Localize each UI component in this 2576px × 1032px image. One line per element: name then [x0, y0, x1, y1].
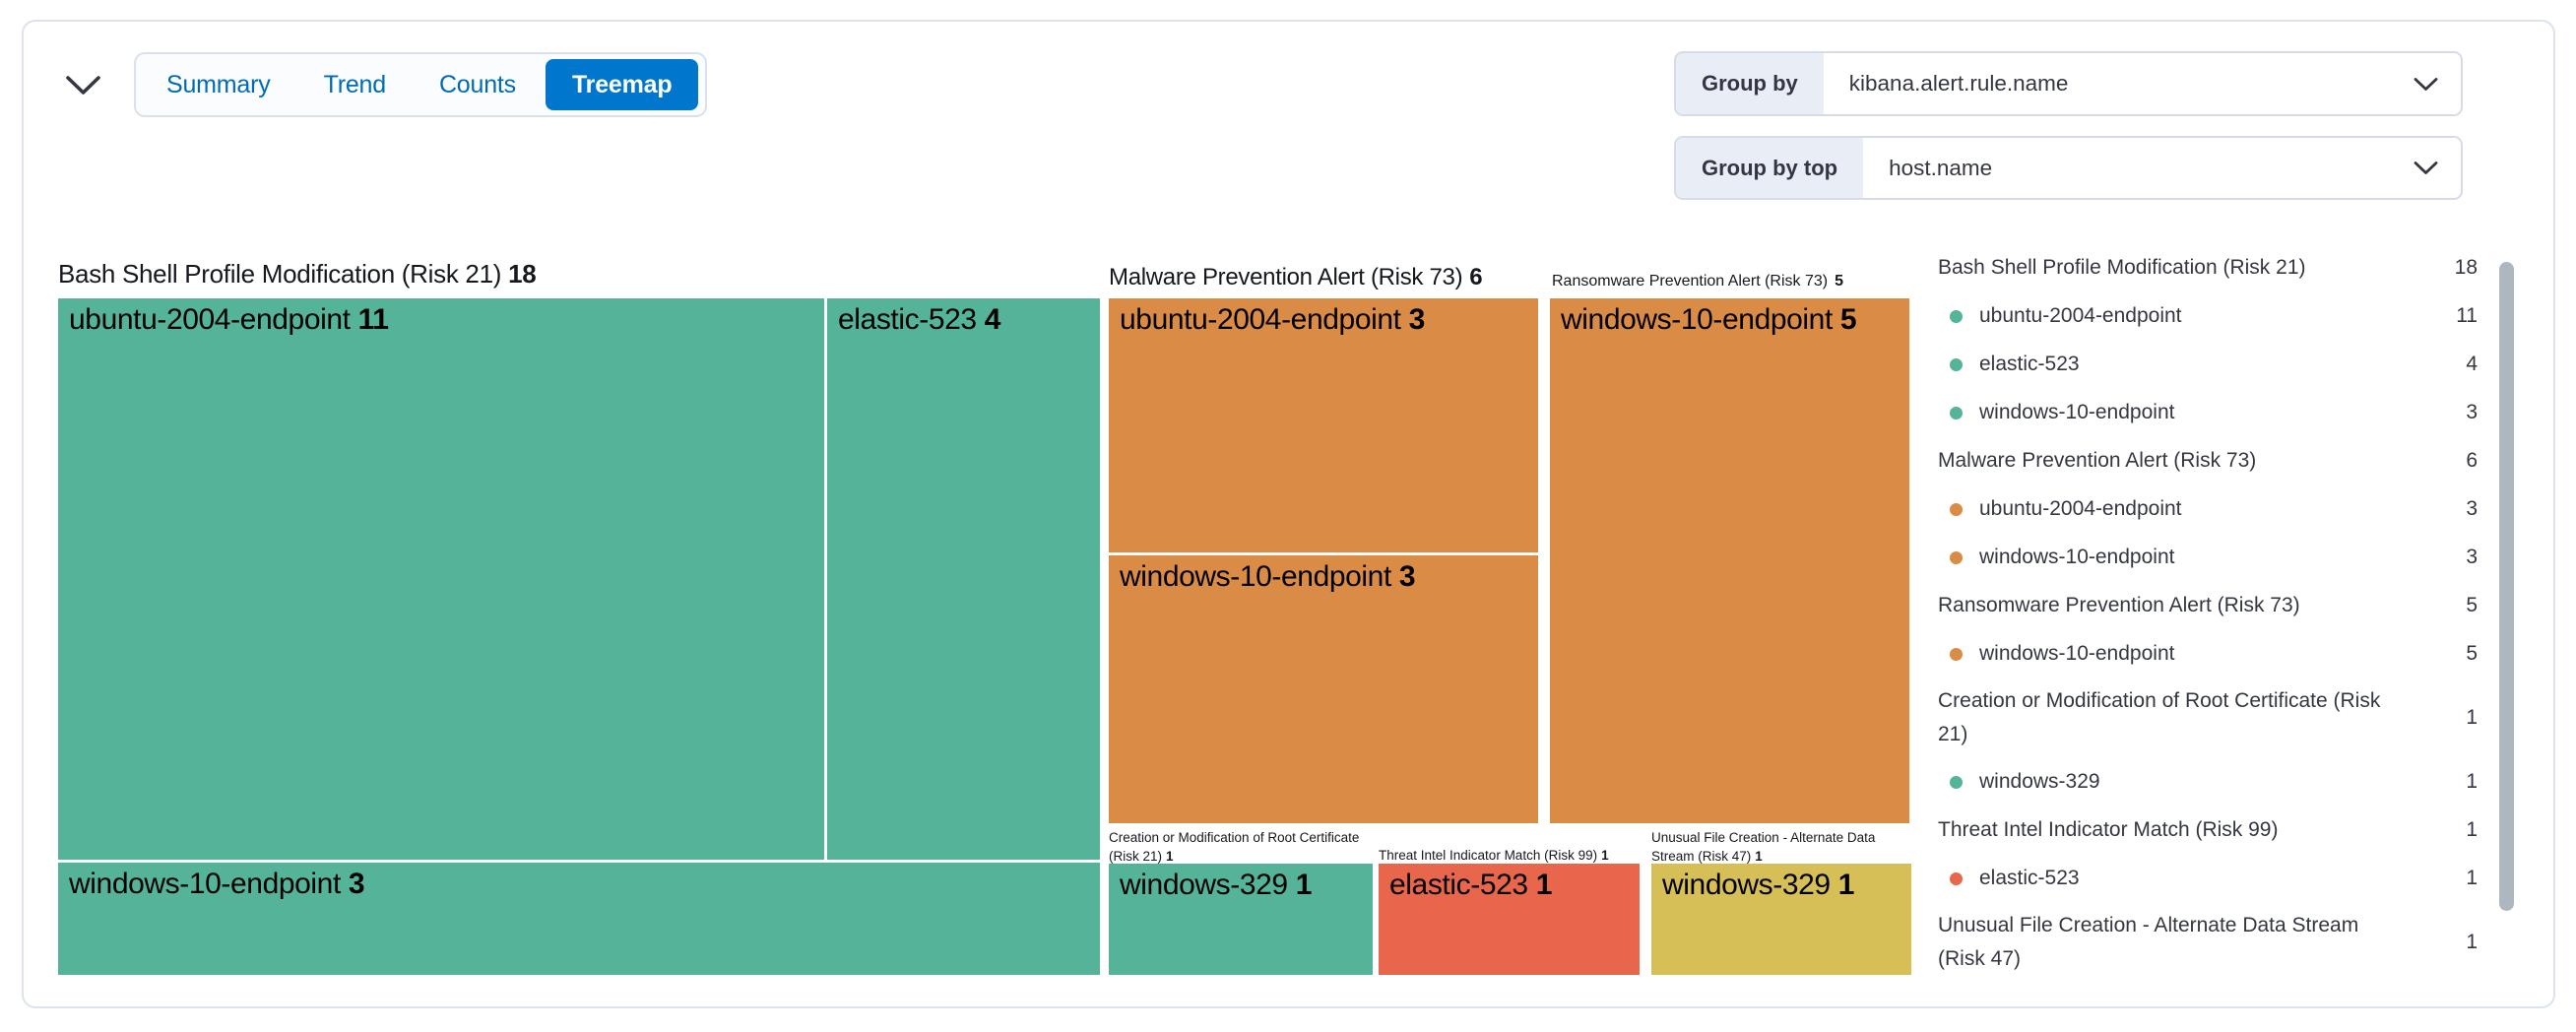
legend-item-row[interactable]: ubuntu-2004-endpoint 11 [1938, 298, 2478, 334]
treemap-node-malware-ubuntu[interactable]: ubuntu-2004-endpoint 3 [1109, 298, 1538, 552]
legend-item-row[interactable]: windows-329 1 [1938, 764, 2478, 800]
legend-group-row[interactable]: Threat Intel Indicator Match (Risk 99) 1 [1938, 818, 2478, 841]
treemap-node-unusualfile-windows329[interactable]: windows-329 1 [1651, 864, 1911, 975]
legend-dot [1950, 647, 1963, 661]
legend-group-row[interactable]: Malware Prevention Alert (Risk 73) 6 [1938, 449, 2478, 472]
group-by-select[interactable]: Group by kibana.alert.rule.name [1674, 51, 2463, 116]
treemap-section-header: Threat Intel Indicator Match (Risk 99) 1 [1379, 848, 1609, 863]
legend-group-row[interactable]: Unusual File Creation - Alternate Data S… [1938, 914, 2478, 970]
treemap-node-rootcert-windows329[interactable]: windows-329 1 [1109, 864, 1373, 975]
legend-item-row[interactable]: elastic-523 4 [1938, 347, 2478, 382]
legend-dot [1950, 357, 1963, 371]
group-by-top-label: Group by top [1676, 138, 1864, 198]
group-by-top-value: host.name [1889, 155, 1993, 180]
group-by-label: Group by [1676, 53, 1824, 114]
legend-group-row[interactable]: Ransomware Prevention Alert (Risk 73) 5 [1938, 594, 2478, 616]
chevron-down-icon [65, 74, 101, 97]
legend-group-row[interactable]: Bash Shell Profile Modification (Risk 21… [1938, 256, 2478, 279]
treemap-node-threatintel-elastic[interactable]: elastic-523 1 [1379, 864, 1640, 975]
legend-item-row[interactable]: elastic-523 1 [1938, 861, 2478, 896]
collapse-panel-button[interactable] [59, 67, 106, 102]
treemap-node-ransomware-windows10[interactable]: windows-10-endpoint 5 [1550, 298, 1909, 823]
tab-counts[interactable]: Counts [413, 54, 543, 115]
tab-summary[interactable]: Summary [140, 54, 297, 115]
treemap-section-header: Malware Prevention Alert (Risk 73) 6 [1109, 264, 1483, 290]
group-by-top-select[interactable]: Group by top host.name [1674, 136, 2463, 200]
treemap-node-bash-elastic[interactable]: elastic-523 4 [827, 298, 1100, 860]
alerts-view-tab-group: Summary Trend Counts Treemap [134, 52, 708, 117]
tab-trend[interactable]: Trend [297, 54, 413, 115]
treemap-node-bash-windows10[interactable]: windows-10-endpoint 3 [58, 863, 1100, 975]
legend-group-row[interactable]: Creation or Modification of Root Certifi… [1938, 689, 2478, 745]
chevron-down-icon [2413, 53, 2439, 114]
tab-treemap[interactable]: Treemap [545, 59, 699, 110]
legend-dot [1950, 406, 1963, 419]
legend-item-row[interactable]: windows-10-endpoint 3 [1938, 395, 2478, 430]
legend-item-row[interactable]: windows-10-endpoint 3 [1938, 540, 2478, 575]
treemap-section-header: Ransomware Prevention Alert (Risk 73) 5 [1552, 273, 1844, 290]
treemap-section-header: Bash Shell Profile Modification (Risk 21… [58, 259, 537, 289]
legend-dot [1950, 309, 1963, 323]
treemap-section-header: Creation or Modification of Root Certifi… [1109, 830, 1360, 864]
group-by-value: kibana.alert.rule.name [1848, 71, 2069, 96]
treemap-legend: Bash Shell Profile Modification (Risk 21… [1938, 250, 2478, 976]
legend-scrollbar-thumb[interactable] [2499, 262, 2514, 911]
legend-item-row[interactable]: ubuntu-2004-endpoint 3 [1938, 491, 2478, 527]
chevron-down-icon [2413, 138, 2439, 198]
legend-dot [1950, 502, 1963, 516]
legend-dot [1950, 871, 1963, 885]
legend-dot [1950, 550, 1963, 564]
legend-item-row[interactable]: windows-10-endpoint 5 [1938, 636, 2478, 672]
treemap-node-bash-ubuntu[interactable]: ubuntu-2004-endpoint 11 [58, 298, 824, 860]
legend-dot [1950, 775, 1963, 789]
treemap-node-malware-windows10[interactable]: windows-10-endpoint 3 [1109, 555, 1538, 823]
treemap-section-header: Unusual File Creation - Alternate Data S… [1651, 830, 1876, 864]
